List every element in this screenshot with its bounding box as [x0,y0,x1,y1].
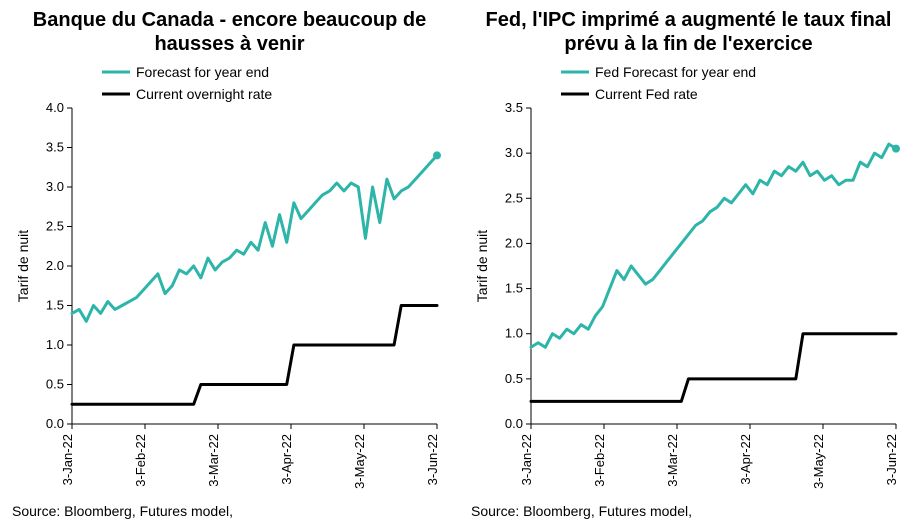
y-tick-label: 1.5 [505,281,523,296]
forecast-line [531,144,896,347]
current-line [72,306,437,405]
left-source: Source: Bloomberg, Futures model, [12,499,447,519]
y-tick-label: 1.5 [46,298,64,313]
y-tick-label: 2.5 [46,219,64,234]
y-tick-label: 0.5 [505,371,523,386]
x-tick-label: 3-Jan-22 [60,434,75,485]
y-tick-label: 3.5 [46,140,64,155]
legend-current-label: Current Fed rate [595,86,698,102]
left-chart-svg: 0.0 0.5 1.0 1.5 2.0 2.5 3.0 3.5 4.0 3-Jan-22 3-Feb… [12,58,447,499]
legend-forecast-label: Fed Forecast for year end [595,64,756,80]
y-axis-label: Tarif de nuit [15,230,31,302]
x-tick-label: 3-Mar-22 [206,434,221,487]
right-chart-area: 0.0 0.5 1.0 1.5 2.0 2.5 3.0 3.5 3-Jan-22 3-Feb-22… [471,58,906,499]
legend-forecast-label: Forecast for year end [136,64,269,80]
charts-container: Banque du Canada - encore beaucoup de ha… [0,0,918,523]
y-axis-label: Tarif de nuit [474,230,490,302]
y-tick-label: 0.5 [46,377,64,392]
forecast-line [72,155,437,321]
y-tick-label: 2.0 [505,235,523,250]
y-tick-label: 1.0 [505,326,523,341]
y-tick-label: 0.0 [505,416,523,431]
x-tick-label: 3-Mar-22 [665,434,680,487]
y-tick-label: 2.5 [505,190,523,205]
y-tick-label: 3.0 [46,179,64,194]
right-source: Source: Bloomberg, Futures model, [471,499,906,519]
x-tick-label: 3-Feb-22 [592,434,607,487]
forecast-line-endpoint [433,151,441,159]
x-tick-label: 3-May-22 [352,434,367,489]
x-tick-label: 3-Jun-22 [425,434,440,485]
x-tick-label: 3-Feb-22 [133,434,148,487]
y-tick-label: 3.0 [505,145,523,160]
current-line [531,334,896,402]
left-chart-title: Banque du Canada - encore beaucoup de ha… [12,8,447,56]
x-tick-label: 3-Apr-22 [738,434,753,485]
left-chart-area: 0.0 0.5 1.0 1.5 2.0 2.5 3.0 3.5 4.0 3-Jan-22 3-Feb… [12,58,447,499]
x-tick-label: 3-Apr-22 [279,434,294,485]
y-tick-label: 1.0 [46,337,64,352]
x-tick-label: 3-Jun-22 [884,434,899,485]
y-tick-label: 4.0 [46,100,64,115]
right-chart-svg: 0.0 0.5 1.0 1.5 2.0 2.5 3.0 3.5 3-Jan-22 3-Feb-22… [471,58,906,499]
forecast-line-endpoint [892,145,900,153]
left-panel: Banque du Canada - encore beaucoup de ha… [0,0,459,523]
right-chart-title: Fed, l'IPC imprimé a augmenté le taux fi… [471,8,906,56]
y-tick-label: 0.0 [46,416,64,431]
right-panel: Fed, l'IPC imprimé a augmenté le taux fi… [459,0,918,523]
y-tick-label: 2.0 [46,258,64,273]
x-tick-label: 3-May-22 [811,434,826,489]
y-tick-label: 3.5 [505,100,523,115]
x-tick-label: 3-Jan-22 [519,434,534,485]
legend-current-label: Current overnight rate [136,86,272,102]
